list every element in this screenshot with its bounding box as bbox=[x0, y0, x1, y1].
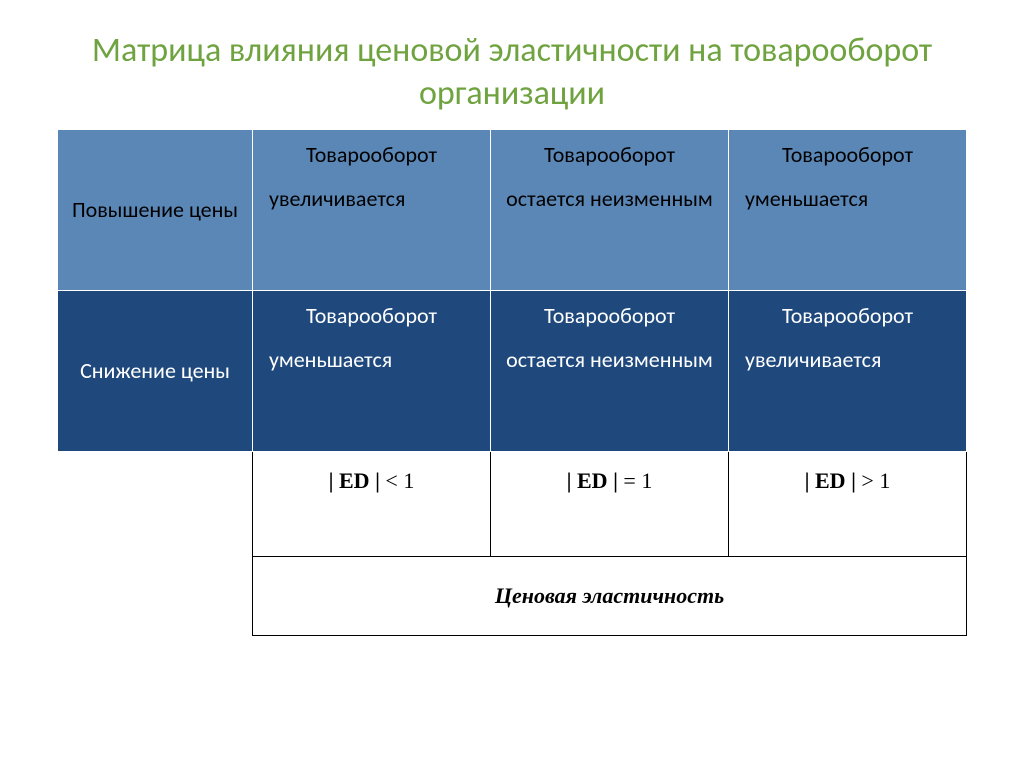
cell-bottom: уменьшается bbox=[265, 345, 478, 375]
cell-bottom: остается неизменным bbox=[503, 184, 716, 214]
cell-top: Товарооборот bbox=[741, 301, 954, 331]
cell-bottom: уменьшается bbox=[741, 184, 954, 214]
row2-cell-1: Товарооборот уменьшается bbox=[253, 291, 491, 452]
ed-cell-3: | ED | > 1 bbox=[729, 452, 967, 557]
empty-label bbox=[58, 557, 253, 636]
row1-label: Повышение цены bbox=[58, 130, 253, 291]
ed-op: < bbox=[385, 468, 397, 493]
footer-label: Ценовая эластичность bbox=[253, 557, 967, 636]
cell-top: Товарооборот bbox=[265, 140, 478, 170]
cell-bottom: увеличивается bbox=[265, 184, 478, 214]
empty-label bbox=[58, 452, 253, 557]
ed-op: > bbox=[861, 468, 873, 493]
table-row: Повышение цены Товарооборот увеличиваетс… bbox=[58, 130, 967, 291]
cell-bottom: увеличивается bbox=[741, 345, 954, 375]
slide-title: Матрица влияния ценовой эластичности на … bbox=[50, 30, 974, 115]
cell-top: Товарооборот bbox=[503, 301, 716, 331]
row2-cell-2: Товарооборот остается неизменным bbox=[491, 291, 729, 452]
ed-cell-1: | ED | < 1 bbox=[253, 452, 491, 557]
row1-cell-1: Товарооборот увеличивается bbox=[253, 130, 491, 291]
row2-cell-3: Товарооборот увеличивается bbox=[729, 291, 967, 452]
table-row: Снижение цены Товарооборот уменьшается Т… bbox=[58, 291, 967, 452]
elasticity-matrix-table: Повышение цены Товарооборот увеличиваетс… bbox=[57, 129, 967, 636]
cell-top: Товарооборот bbox=[503, 140, 716, 170]
ed-cell-2: | ED | = 1 bbox=[491, 452, 729, 557]
slide: Матрица влияния ценовой эластичности на … bbox=[0, 0, 1024, 768]
row1-cell-3: Товарооборот уменьшается bbox=[729, 130, 967, 291]
row2-label: Снижение цены bbox=[58, 291, 253, 452]
row1-cell-2: Товарооборот остается неизменным bbox=[491, 130, 729, 291]
table-row: | ED | < 1 | ED | = 1 | ED | > 1 bbox=[58, 452, 967, 557]
cell-top: Товарооборот bbox=[741, 140, 954, 170]
cell-top: Товарооборот bbox=[265, 301, 478, 331]
table-row: Ценовая эластичность bbox=[58, 557, 967, 636]
cell-bottom: остается неизменным bbox=[503, 345, 716, 375]
